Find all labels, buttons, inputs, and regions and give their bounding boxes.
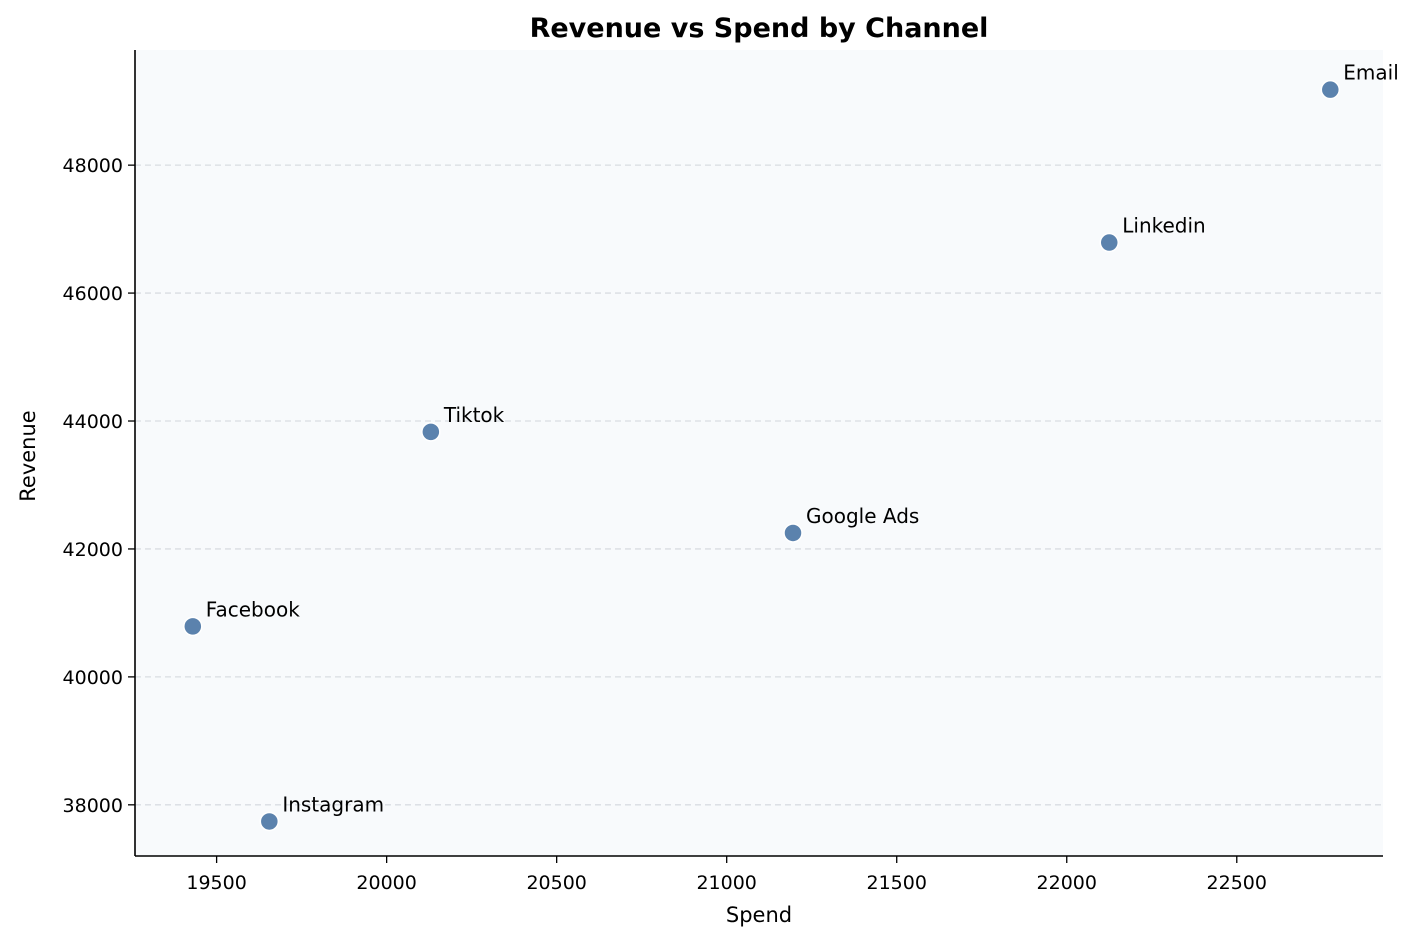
data-point-label: Google Ads [806,504,919,528]
x-tick-label: 20500 [526,872,586,894]
x-tick-label: 22000 [1037,872,1097,894]
data-point-label: Instagram [282,792,384,816]
x-tick-label: 22500 [1207,872,1267,894]
x-axis-ticks: 19500 20000 20500 21000 21500 22000 22500 [186,856,1267,894]
y-axis-label: Revenue [16,410,40,501]
y-tick-label: 46000 [63,283,123,305]
y-tick-label: 40000 [63,667,123,689]
data-point-marker [421,422,441,442]
x-axis-label: Spend [726,903,792,927]
plot-area [135,50,1383,856]
y-tick-label: 48000 [63,155,123,177]
data-point-label: Tiktok [443,403,505,427]
x-tick-label: 20000 [356,872,416,894]
data-points: Facebook Instagram Tiktok Google Ads Linkedi… [183,61,1399,832]
data-point-marker [1320,79,1341,100]
y-axis-ticks: 38000 40000 42000 44000 46000 48000 [63,155,135,817]
data-point-marker [183,616,203,637]
y-tick-label: 42000 [63,539,123,561]
data-point-label: Email [1343,61,1399,85]
data-point-label: Facebook [206,597,300,621]
data-point-marker [259,811,280,832]
x-tick-label: 21000 [696,872,756,894]
data-point-marker [1099,232,1120,253]
x-tick-label: 19500 [186,872,246,894]
x-tick-label: 21500 [866,872,926,894]
data-point-label: Linkedin [1122,214,1205,238]
y-tick-label: 38000 [63,795,123,817]
chart-title: Revenue vs Spend by Channel [530,13,989,44]
y-tick-label: 44000 [63,411,123,433]
grid-lines [135,164,1383,806]
data-point-marker [783,523,803,543]
